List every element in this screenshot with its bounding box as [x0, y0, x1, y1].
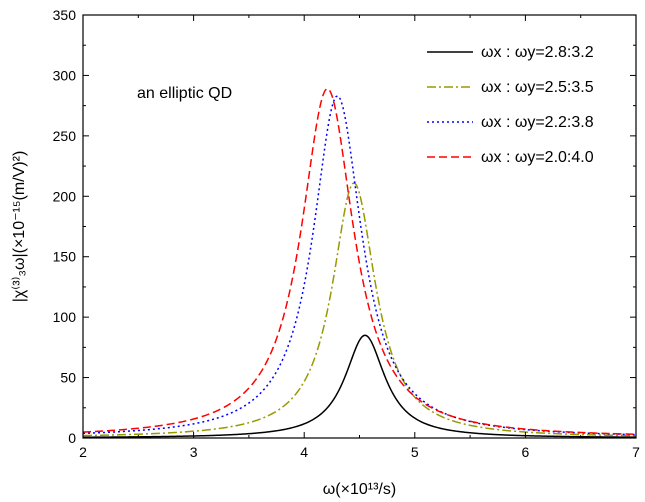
- series-layer: [82, 87, 637, 438]
- annotation-label: an elliptic QD: [137, 85, 232, 102]
- series-line-1: [82, 334, 637, 438]
- y-tick-label: 350: [53, 7, 77, 23]
- plot-frame: [82, 14, 637, 439]
- y-axis-title: |χ⁽³⁾₃ω|(×10⁻¹⁵(m/V)²): [11, 151, 28, 303]
- y-tick-label: 300: [53, 67, 77, 83]
- x-axis-title: ω(×10¹³/s): [323, 481, 396, 498]
- y-tick-label: 100: [53, 309, 77, 325]
- y-tick-label: 250: [53, 128, 77, 144]
- series-line-3: [82, 95, 637, 436]
- x-tick-label: 5: [411, 444, 419, 460]
- legend-label-3: ωx : ωy=2.2:3.8: [481, 114, 594, 131]
- x-tick-label: 2: [79, 444, 87, 460]
- legend-label-4: ωx : ωy=2.0:4.0: [481, 149, 594, 166]
- x-tick-label: 3: [190, 444, 198, 460]
- series-line-2: [82, 182, 637, 437]
- legend-label-1: ωx : ωy=2.8:3.2: [481, 44, 594, 61]
- y-tick-label: 200: [53, 188, 77, 204]
- series-line-4: [82, 87, 637, 436]
- legend: ωx : ωy=2.8:3.2 ωx : ωy=2.5:3.5 ωx : ωy=2.…: [427, 44, 594, 166]
- y-tick-label: 0: [68, 430, 76, 446]
- legend-label-2: ωx : ωy=2.5:3.5: [481, 79, 594, 96]
- x-tick-label: 4: [300, 444, 308, 460]
- x-tick-label: 6: [522, 444, 530, 460]
- y-tick-label: 150: [53, 249, 77, 265]
- x-tick-label: 7: [632, 444, 640, 460]
- ticks-layer: 2 3 4 5 6 7 0 50 100 150 200 250 300 350: [53, 7, 640, 460]
- y-tick-label: 50: [60, 370, 76, 386]
